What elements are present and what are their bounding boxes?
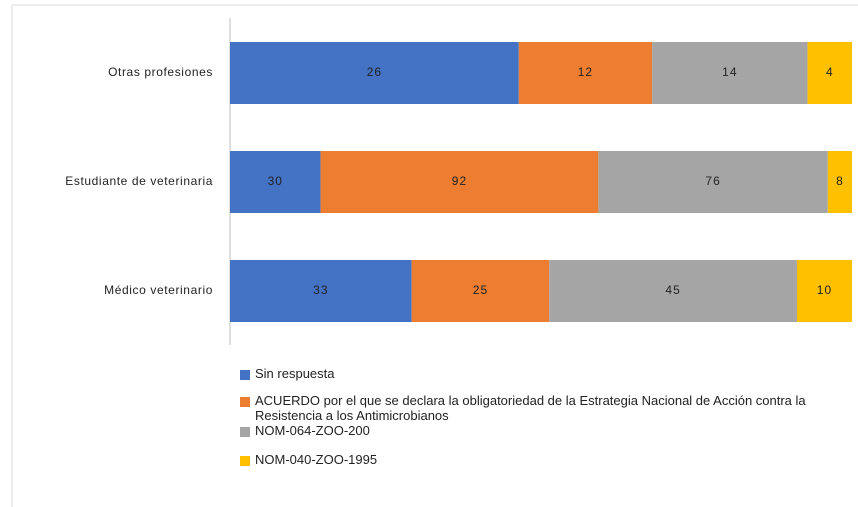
legend-swatch [240, 456, 250, 466]
legend-swatch [240, 370, 250, 380]
bar-segment [598, 151, 828, 213]
data-label: 30 [268, 174, 283, 188]
data-label: 26 [367, 65, 382, 79]
bar-segment [230, 151, 321, 213]
bar-segment [807, 42, 852, 104]
data-label: 76 [705, 174, 720, 188]
data-label: 12 [578, 65, 593, 79]
data-label: 25 [473, 283, 488, 297]
legend-label: NOM-040-ZOO-1995 [255, 452, 378, 467]
data-label: 4 [826, 65, 834, 79]
data-label: 45 [665, 283, 680, 297]
bar-segment [827, 151, 852, 213]
bar-segment [549, 260, 797, 322]
legend-label: ACUERDO por el que se declara la obligat… [255, 393, 806, 423]
bar-segment [230, 260, 412, 322]
bar-segment [796, 260, 852, 322]
bar-segment [230, 42, 519, 104]
legend-item: NOM-040-ZOO-1995 [240, 452, 858, 467]
y-tick-label: Médico veterinario [104, 283, 213, 297]
y-tick-label: Estudiante de veterinaria [65, 174, 213, 188]
bar-segment [652, 42, 808, 104]
legend-item: Sin respuesta [240, 366, 858, 381]
legend-swatch [240, 397, 250, 407]
data-label: 14 [722, 65, 737, 79]
data-label: 92 [452, 174, 467, 188]
data-label: 8 [836, 174, 844, 188]
data-label: 10 [817, 283, 832, 297]
bar-segment [411, 260, 550, 322]
bar-segment [320, 151, 599, 213]
legend-label: Sin respuesta [255, 366, 335, 381]
legend-label: NOM-064-ZOO-200 [255, 423, 370, 438]
legend-item: NOM-064-ZOO-200 [240, 423, 858, 438]
legend: Sin respuesta ACUERDO por el que se decla… [240, 366, 858, 467]
legend-item: ACUERDO por el que se declara la obligat… [240, 393, 858, 423]
legend-swatch [240, 427, 250, 437]
data-label: 33 [313, 283, 328, 297]
y-tick-label: Otras profesiones [108, 65, 213, 79]
bar-segment [518, 42, 653, 104]
